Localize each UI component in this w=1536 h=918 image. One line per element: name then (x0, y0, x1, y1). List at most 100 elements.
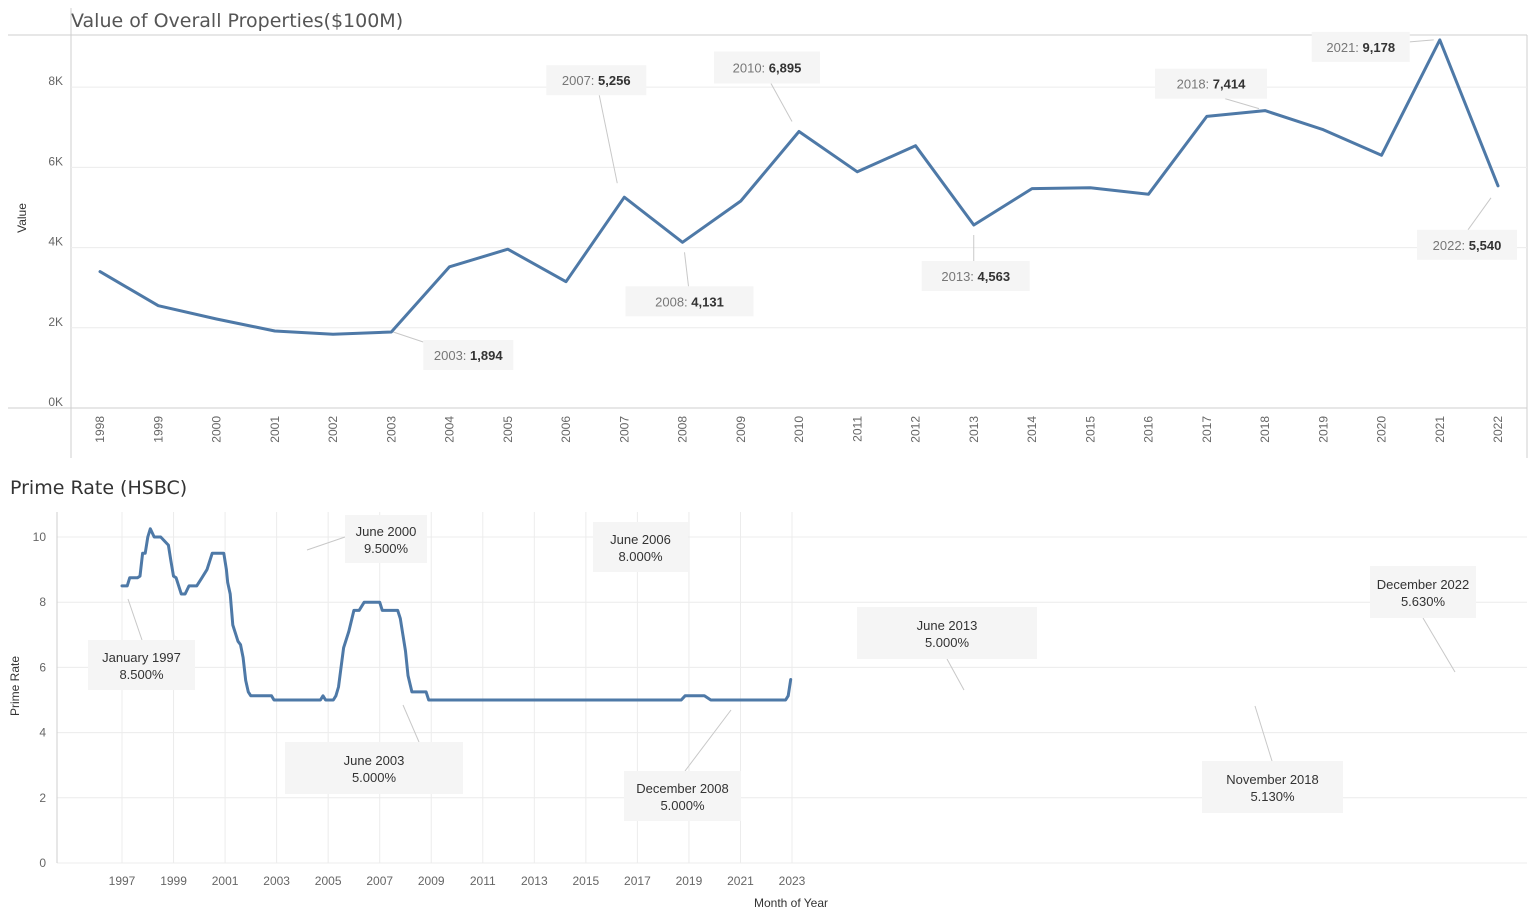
chart2-annotation-leader (684, 709, 732, 772)
chart1-x-tick-label: 2005 (501, 416, 515, 443)
chart1-annotation-value: 9,178 (1363, 40, 1396, 55)
chart2-annotation-box (624, 771, 741, 821)
chart1-annotation-value: 7,414 (1213, 77, 1246, 92)
chart2-annotation-date: June 2000 (356, 524, 417, 539)
chart2-annotation-box (593, 522, 688, 572)
chart1-x-tick-label: 2021 (1433, 416, 1447, 443)
property-value-chart: Value of Overall Properties($100M) Value… (8, 8, 1528, 458)
chart1-annotation-text: 2021: 9,178 (1326, 40, 1395, 55)
chart1-y-ticks: 0K 2K 4K 6K 8K (48, 74, 63, 409)
chart1-annotation-year: 2018: (1177, 77, 1213, 92)
chart1-x-tick-label: 2002 (326, 416, 340, 443)
chart2-x-tick-label: 2003 (263, 874, 290, 888)
chart2-y-ticks: 0 2 4 6 8 10 (33, 530, 47, 870)
chart1-y-axis-title: Value (15, 203, 29, 233)
chart2-annotation-box (88, 640, 195, 690)
chart2-annotation-date: December 2022 (1377, 577, 1470, 592)
chart1-x-tick-label: 2008 (676, 416, 690, 443)
chart1-annotation-box (714, 51, 820, 84)
chart1-annotation-year: 2021: (1326, 40, 1362, 55)
chart2-x-tick-label: 2001 (212, 874, 239, 888)
chart2-x-axis-title: Month of Year (754, 896, 828, 910)
chart1-annotation-value: 6,895 (769, 60, 802, 75)
chart1-annotation-leader (684, 252, 689, 287)
chart2-annotation-leader (402, 704, 420, 743)
chart2-x-tick-label: 2023 (779, 874, 806, 888)
chart1-x-tick-label: 2020 (1375, 416, 1389, 443)
chart1-annotation-year: 2010: (733, 60, 769, 75)
chart1-annotation-box (1155, 68, 1267, 99)
chart2-x-tick-label: 1999 (160, 874, 187, 888)
chart1-x-tick-label: 1999 (151, 416, 165, 443)
chart1-x-tick-label: 2006 (559, 416, 573, 443)
chart1-y-tick-label: 4K (48, 235, 63, 249)
chart2-annotation-box (1202, 761, 1343, 813)
chart2-annotation-date: December 2008 (636, 781, 729, 796)
chart1-annotation-value: 4,563 (978, 269, 1011, 284)
chart2-annotation-date: November 2018 (1226, 772, 1319, 787)
chart1-annotation-text: 2007: 5,256 (562, 73, 631, 88)
chart1-y-tick-label: 8K (48, 74, 63, 88)
chart1-annotation-box (423, 340, 514, 371)
chart1-x-ticks: 1998 1999 2000 2001 2002 2003 2004 2005 2006 2007… (93, 416, 1505, 443)
chart2-annotation-leader (946, 658, 965, 691)
chart1-annotation-box (1311, 31, 1410, 62)
chart2-annotation-box (857, 607, 1037, 659)
chart2-title: Prime Rate (HSBC) (10, 477, 187, 499)
chart1-x-tick-label: 2015 (1083, 416, 1097, 443)
chart2-y-tick-label: 2 (39, 791, 46, 805)
chart1-annotation-text: 2010: 6,895 (733, 60, 802, 75)
chart2-annotation-rate: 8.500% (119, 667, 164, 682)
chart2-annotation-leader (127, 598, 143, 641)
chart2-x-tick-label: 2015 (573, 874, 600, 888)
chart1-annotation-box (546, 65, 647, 96)
chart1-x-tick-label: 2012 (909, 416, 923, 443)
chart2-x-tick-label: 1997 (109, 874, 136, 888)
chart2-x-tick-label: 2019 (676, 874, 703, 888)
chart1-annotation-leader (1224, 98, 1260, 110)
chart2-y-tick-label: 0 (39, 856, 46, 870)
chart1-series-layer (98, 38, 1500, 336)
chart1-annotation-value: 5,256 (598, 73, 631, 88)
chart1-x-tick-label: 2010 (792, 416, 806, 443)
chart2-gridlines (56, 512, 1527, 864)
chart1-annotation-year: 2013: (941, 269, 977, 284)
chart1-annotation-leader (1409, 39, 1434, 43)
chart2-annotations: January 1997 8.500% June 2000 9.500% June 20… (88, 515, 1476, 821)
chart2-x-tick-label: 2017 (624, 874, 651, 888)
chart1-annotation-year: 2003: (434, 348, 470, 363)
chart2-x-tick-label: 2013 (521, 874, 548, 888)
chart1-x-tick-label: 2011 (850, 416, 864, 442)
chart1-y-tick-label: 2K (48, 315, 63, 329)
prime-rate-line (120, 527, 793, 702)
chart1-annotation-box (1417, 229, 1517, 260)
chart1-x-tick-label: 2001 (268, 416, 282, 443)
chart2-annotation-date: January 1997 (102, 650, 181, 665)
chart2-annotation-date: June 2006 (610, 532, 671, 547)
chart1-x-tick-label: 2019 (1316, 416, 1330, 443)
chart1-annotation-box (625, 286, 754, 317)
chart2-y-tick-label: 4 (39, 726, 46, 740)
chart1-annotation-text: 2022: 5,540 (1433, 238, 1502, 253)
chart1-x-tick-label: 2004 (443, 416, 457, 443)
chart1-annotation-text: 2013: 4,563 (941, 269, 1010, 284)
chart1-annotation-year: 2007: (562, 73, 598, 88)
chart1-x-tick-label: 2022 (1491, 416, 1505, 443)
chart2-y-axis-title: Prime Rate (8, 656, 22, 716)
chart2-annotation-box (345, 515, 427, 563)
chart2-annotation-rate: 5.000% (352, 770, 397, 785)
chart1-y-tick-label: 6K (48, 154, 63, 168)
chart1-annotation-leader (598, 95, 618, 184)
chart2-annotation-rate: 9.500% (364, 541, 409, 556)
chart1-x-tick-label: 2000 (210, 416, 224, 443)
chart1-annotation-leader (1467, 197, 1492, 231)
chart1-x-tick-label: 2007 (617, 416, 631, 443)
chart1-x-tick-label: 2017 (1200, 416, 1214, 443)
chart1-annotation-year: 2008: (655, 294, 691, 309)
chart2-annotation-box (285, 742, 463, 794)
chart1-annotation-leader (770, 83, 793, 122)
chart1-annotation-text: 2008: 4,131 (655, 294, 724, 309)
chart1-annotation-value: 5,540 (1469, 238, 1502, 253)
chart1-x-tick-label: 2003 (384, 416, 398, 443)
